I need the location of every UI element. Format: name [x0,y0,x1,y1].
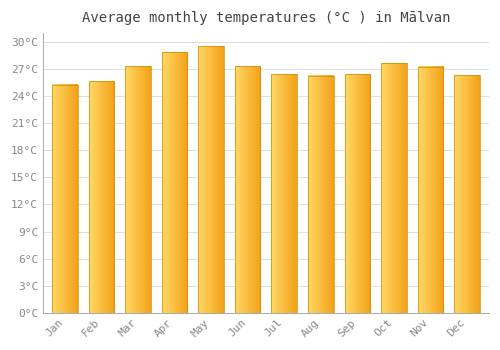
Bar [418,66,443,313]
Bar [52,85,78,313]
Bar [454,75,480,313]
Bar [308,76,334,313]
Bar [272,74,297,313]
Bar [198,46,224,313]
Bar [162,52,188,313]
Bar [381,63,406,313]
Title: Average monthly temperatures (°C ) in Mālvan: Average monthly temperatures (°C ) in Mā… [82,11,450,25]
Bar [235,66,260,313]
Bar [125,66,151,313]
Bar [88,81,114,313]
Bar [344,74,370,313]
